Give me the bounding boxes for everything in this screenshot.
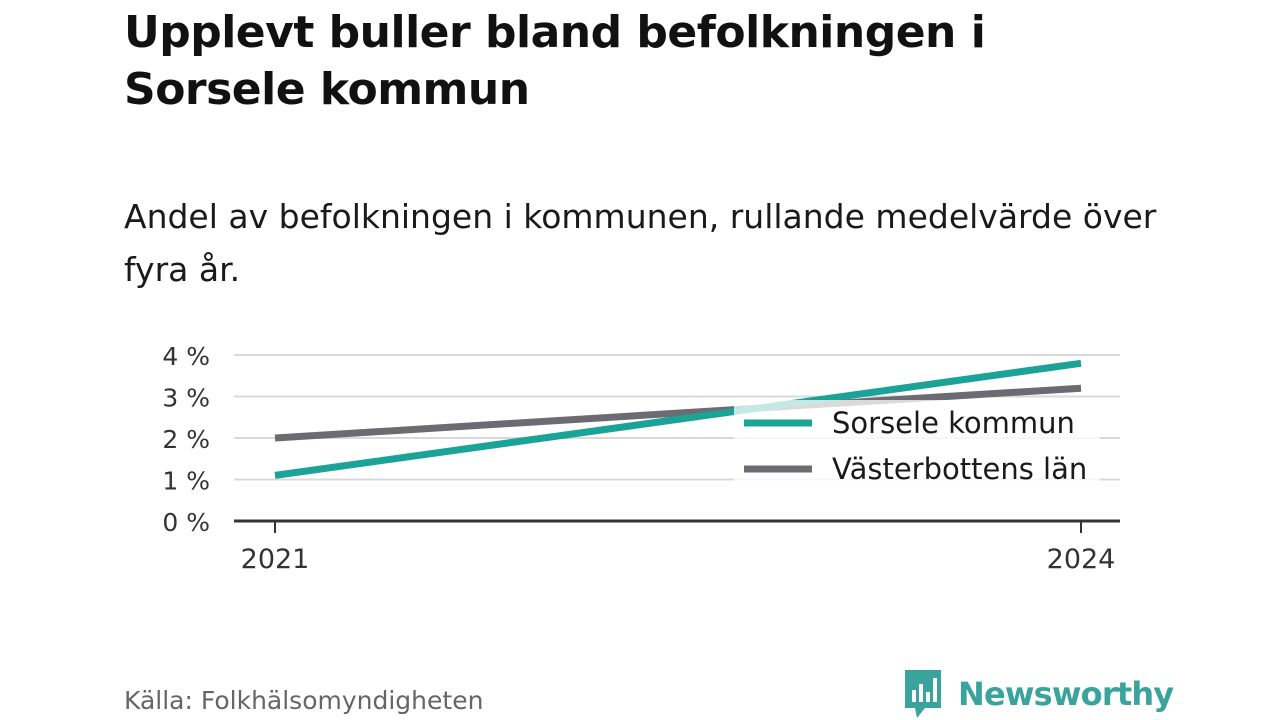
brand-logo: Newsworthy (903, 670, 1174, 718)
source-note: Källa: Folkhälsomyndigheten (124, 686, 484, 715)
legend-label: Sorsele kommun (832, 406, 1075, 440)
chart-title: Upplevt buller bland befolkningen i Sors… (124, 7, 986, 115)
grid-lines: 0 % 1 % 2 % 3 % 4 % (162, 342, 1120, 537)
brand-name: Newsworthy (958, 675, 1174, 713)
bar-chart-speech-bubble-icon (905, 670, 941, 718)
chart-subtitle: Andel av befolkningen i kommunen, rullan… (124, 197, 1157, 289)
x-tick-label: 2024 (1047, 544, 1116, 575)
series-line (274, 359, 1082, 479)
x-tick-label: 2021 (241, 544, 310, 575)
x-axis: 2021 2024 (234, 519, 1120, 575)
legend-label: Västerbottens län (832, 452, 1087, 486)
y-tick-label: 1 % (162, 467, 210, 496)
y-tick-label: 2 % (162, 425, 210, 454)
series-line (274, 384, 1082, 442)
y-tick-label: 0 % (162, 508, 210, 537)
legend: Sorsele kommun Västerbottens län (734, 400, 1100, 486)
y-tick-label: 4 % (162, 342, 210, 371)
y-tick-label: 3 % (162, 384, 210, 413)
series-lines (274, 359, 1082, 479)
